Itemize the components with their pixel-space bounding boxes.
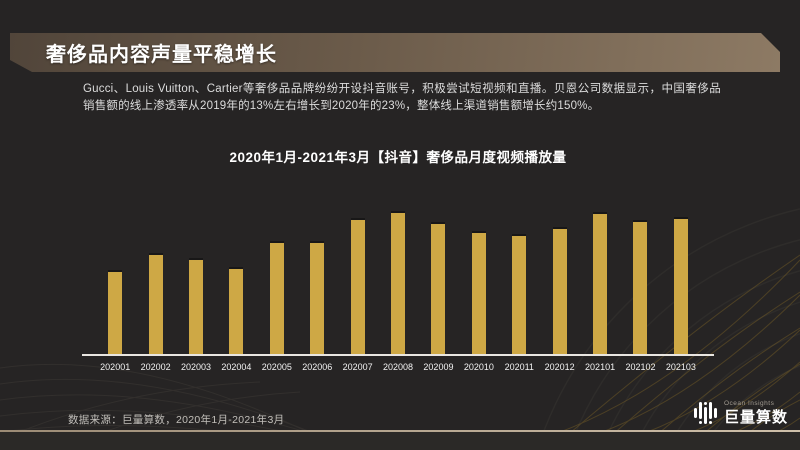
bar-202005 [269,242,284,354]
x-axis-labels: 202001 202002 202003 202004 202005 202006 2020… [82,362,714,372]
logo-subtitle: Ocean Insights [723,399,775,407]
x-tick-label: 202005 [261,362,292,372]
logo-text: Ocean Insights 巨量算数 [723,399,788,427]
footer-strip [0,432,800,450]
bar-202103 [673,218,688,354]
bar-202002 [148,255,163,354]
bar-202004 [229,269,244,354]
bar-column [176,259,216,354]
bar-column [216,269,256,354]
x-tick-label: 202003 [180,362,212,372]
bar-column [378,213,418,354]
bar-column [661,218,701,354]
x-tick-label: 202006 [302,362,333,372]
intro-paragraph: Gucci、Louis Vuitton、Cartier等奢侈品品牌纷纷开设抖音账… [83,83,721,112]
x-tick-label: 202102 [625,362,656,372]
bar-202101 [593,214,608,354]
bar-202006 [310,242,325,354]
x-tick-label: 202012 [544,362,575,372]
bar-column [337,220,377,354]
x-tick-label: 202008 [383,362,414,372]
footer-divider-line [0,430,800,432]
x-tick-label: 202001 [100,362,131,372]
soundwave-bars-icon [693,400,717,426]
x-tick-label: 202103 [665,362,696,372]
bar-202009 [431,224,446,354]
x-tick-label: 202011 [504,362,534,372]
bar-column [539,228,579,354]
bar-202001 [108,272,123,354]
bar-column [95,272,135,354]
ocean-insights-logo: Ocean Insights 巨量算数 [693,398,788,428]
bar-column [418,224,458,354]
bar-chart: 2020年1月-2021年3月【抖音】奢侈品月度视频播放量 202001 2020… [82,146,714,372]
x-tick-label: 202010 [463,362,494,372]
data-source-note: 数据来源：巨量算数，2020年1月-2021年3月 [68,414,285,426]
bar-202010 [471,232,486,354]
x-tick-label: 202007 [342,362,373,372]
bar-column [135,255,175,354]
title-banner: 奢侈品内容声量平稳增长 [10,33,780,72]
bar-202008 [391,213,406,354]
bar-column [580,214,620,354]
bar-column [297,242,337,354]
bar-202003 [189,259,204,354]
bar-column [620,221,660,354]
logo-name: 巨量算数 [723,409,788,427]
bar-column [499,235,539,354]
bar-202007 [350,220,365,354]
x-tick-label: 202101 [585,362,616,372]
x-tick-label: 202002 [140,362,171,372]
x-tick-label: 202004 [221,362,252,372]
bar-column [459,232,499,354]
chart-title: 2020年1月-2021年3月【抖音】奢侈品月度视频播放量 [229,150,567,165]
page-title: 奢侈品内容声量平稳增长 [46,44,277,66]
bar-202102 [633,221,648,354]
bar-202012 [552,228,567,354]
x-tick-label: 202009 [423,362,454,372]
bar-202011 [512,235,527,354]
bar-plot [82,213,714,356]
bar-column [257,242,297,354]
